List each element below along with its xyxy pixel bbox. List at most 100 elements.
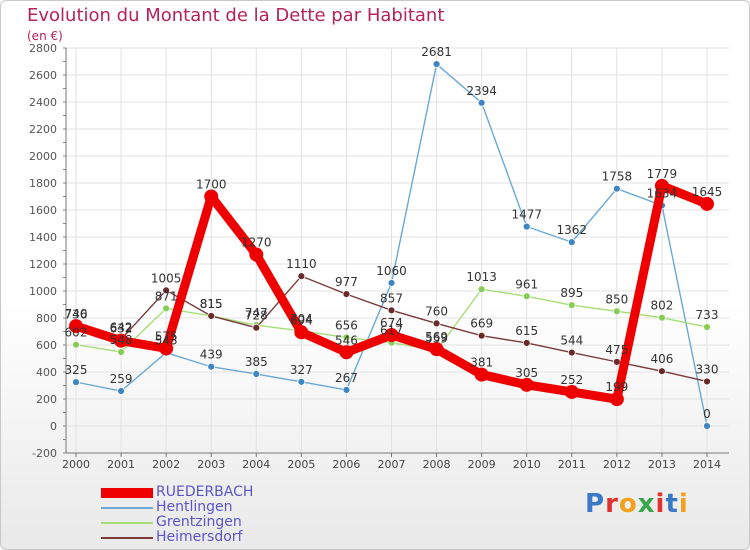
x-tick-label: 2009 [468,458,496,471]
data-point-hentlingen [72,378,80,387]
legend-label: Hentlingen [156,499,233,515]
x-tick-label: 2003 [197,458,225,471]
data-label-hentlingen: 267 [335,371,358,385]
data-point-ruederbach [519,377,534,392]
data-label-ruederbach: 575 [155,329,178,343]
x-tick-label: 2010 [513,458,541,471]
y-tick-label: 2800 [29,42,57,55]
data-label-hentlingen: 2681 [421,45,452,59]
data-point-heimersdorf [297,272,306,281]
data-label-ruederbach: 740 [65,307,88,321]
data-label-grentzingen: 1013 [466,270,497,284]
data-point-hentlingen [342,386,351,394]
data-label-ruederbach: 632 [110,322,133,336]
legend-item-ruederbach: RUEDERBACH [101,485,253,500]
data-point-hentlingen [612,184,621,193]
chart-title: Evolution du Montant de la Dette par Hab… [27,5,445,26]
data-label-hentlingen: 1758 [602,170,633,184]
data-point-heimersdorf [342,290,351,299]
x-tick-label: 2012 [603,458,631,471]
data-label-hentlingen: 439 [200,348,223,362]
data-point-hentlingen [522,222,531,231]
logo-letter: t [665,489,679,519]
data-point-grentzingen [162,304,171,313]
data-point-ruederbach [69,319,83,334]
data-point-ruederbach [159,341,174,356]
data-label-hentlingen: 1362 [557,223,588,237]
data-point-hentlingen [207,362,216,371]
data-label-grentzingen: 602 [65,326,88,340]
data-label-heimersdorf: 544 [560,334,583,348]
data-point-hentlingen [297,377,306,386]
data-point-grentzingen [72,340,80,349]
data-point-heimersdorf [432,319,441,328]
data-label-ruederbach: 305 [515,366,538,380]
data-label-heimersdorf: 1005 [151,271,182,285]
x-tick-label: 2000 [62,458,90,471]
data-label-heimersdorf: 475 [605,343,628,357]
legend-label: RUEDERBACH [156,484,254,500]
data-point-hentlingen [252,370,261,378]
y-tick-label: 800 [36,312,57,325]
data-point-heimersdorf [207,312,216,320]
data-label-hentlingen: 327 [290,363,313,377]
data-point-grentzingen [567,301,576,310]
data-point-ruederbach [249,247,264,262]
logo-letter: i [678,489,689,519]
data-label-hentlingen: 1060 [376,264,407,278]
x-tick-label: 2001 [107,458,135,471]
data-label-ruederbach: 1779 [647,167,678,181]
data-point-heimersdorf [387,306,396,315]
y-tick-label: 1800 [29,177,57,190]
legend-label: Grentzingen [156,514,242,530]
data-label-heimersdorf: 669 [470,317,493,331]
legend-swatch [101,487,153,498]
data-point-ruederbach [204,189,219,204]
data-label-ruederbach: 1645 [692,185,723,199]
data-label-ruederbach: 569 [425,330,448,344]
chart-subtitle: (en €) [27,29,63,43]
legend-item-hentlingen: Hentlingen [101,500,253,515]
data-label-heimersdorf: 728 [245,309,268,323]
data-point-heimersdorf [658,367,666,376]
y-tick-label: 0 [50,420,57,433]
data-point-ruederbach [474,367,489,382]
data-label-grentzingen: 548 [110,333,133,347]
data-point-grentzingen [658,313,666,322]
y-tick-label: 200 [36,393,57,406]
data-label-heimersdorf: 857 [380,291,403,305]
proxiti-logo: Proxiti [585,489,689,519]
x-tick-label: 2007 [378,458,406,471]
legend-label: Heimersdorf [156,529,243,545]
data-point-heimersdorf [162,286,171,295]
data-label-hentlingen: 2394 [466,84,497,98]
data-label-grentzingen: 802 [650,299,673,313]
data-label-grentzingen: 815 [200,297,223,311]
legend-item-heimersdorf: Heimersdorf [101,530,253,545]
x-tick-label: 2008 [423,458,451,471]
data-label-heimersdorf: 406 [650,352,673,366]
data-point-ruederbach [654,178,669,193]
data-label-grentzingen: 733 [696,308,719,322]
data-label-hentlingen: 0 [703,407,711,421]
data-point-hentlingen [387,278,396,287]
data-point-grentzingen [522,292,531,301]
data-point-heimersdorf [477,331,486,340]
data-point-ruederbach [700,196,714,211]
data-label-hentlingen: 1477 [511,208,542,222]
data-label-ruederbach: 381 [470,356,493,370]
legend-swatch [101,506,153,509]
data-label-grentzingen: 704 [290,312,313,326]
data-label-grentzingen: 617 [380,324,403,338]
data-label-grentzingen: 895 [560,286,583,300]
data-point-hentlingen [477,98,486,107]
data-label-heimersdorf: 977 [335,275,358,289]
data-label-ruederbach: 674 [380,316,403,330]
y-tick-label: 2000 [29,150,57,163]
data-label-hentlingen: 385 [245,355,268,369]
data-point-hentlingen [567,238,576,247]
data-point-grentzingen [703,323,711,331]
data-point-ruederbach [609,392,624,407]
data-label-ruederbach: 252 [560,373,583,387]
